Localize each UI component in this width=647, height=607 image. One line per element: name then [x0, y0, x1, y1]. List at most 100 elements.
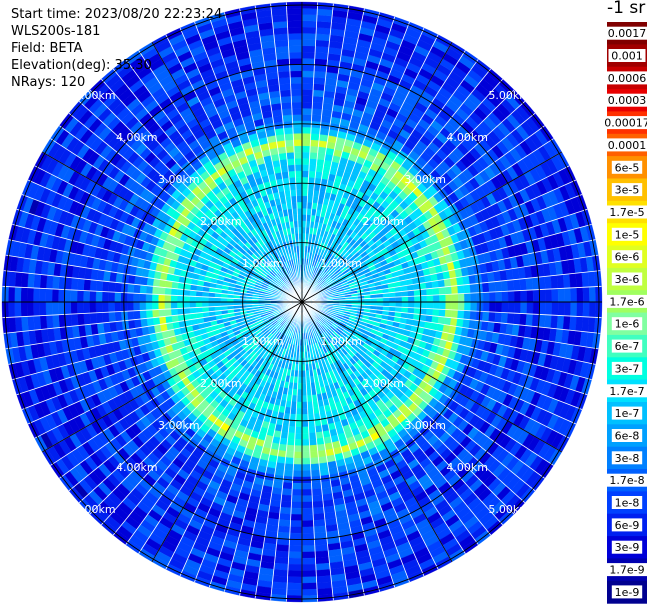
ray-separator [301, 112, 536, 303]
radar-gate [301, 108, 313, 115]
ray-separator [301, 125, 545, 303]
radar-gate [570, 301, 578, 317]
radar-gate [310, 127, 321, 135]
radar-gate [201, 296, 209, 303]
radar-gate [318, 134, 329, 142]
radar-gate [195, 301, 203, 308]
radar-gate [312, 513, 326, 521]
radar-gate [140, 276, 148, 286]
radar-gate [291, 489, 303, 496]
radar-gate [301, 164, 310, 172]
radar-gate [183, 295, 190, 303]
radar-gate [464, 301, 471, 311]
radar-gate [208, 301, 215, 308]
radar-gate [275, 544, 290, 552]
radar-gate [301, 482, 312, 490]
radar-gate [287, 563, 303, 571]
radar-gate [457, 301, 465, 311]
radar-gate [114, 282, 122, 293]
radar-gate [401, 301, 409, 308]
radar-gate [308, 164, 317, 172]
radar-gate [76, 290, 84, 303]
radar-gate [449, 277, 458, 287]
radar-gate [309, 451, 319, 459]
radar-gate [432, 308, 440, 317]
radar-gate [301, 532, 315, 540]
radar-gate [310, 133, 320, 141]
radar-gate [102, 280, 110, 293]
radar-gate [495, 291, 503, 303]
radar-gate [539, 289, 546, 303]
radar-gate [301, 51, 316, 59]
radar-gate [482, 301, 490, 312]
radar-gate [83, 312, 91, 326]
radar-gate [301, 464, 311, 471]
radar-gate [311, 108, 323, 116]
radar-gate [419, 308, 427, 316]
radar-gate [177, 288, 185, 296]
radar-gate [544, 275, 552, 290]
radar-gate [501, 301, 509, 313]
radar-gate [318, 456, 328, 464]
radar-gate [575, 316, 583, 332]
radar-gate [514, 301, 521, 314]
radar-gate [507, 301, 515, 314]
radar-gate [101, 301, 109, 313]
radar-gate [439, 301, 446, 310]
radar-gate [127, 283, 135, 294]
radar-gate [314, 550, 329, 559]
radar-gate [195, 296, 203, 303]
radar-gate [289, 413, 297, 421]
radar-gate [489, 301, 496, 313]
radar-gate [145, 285, 153, 295]
radar-gate [301, 520, 314, 528]
radar-gate [134, 275, 142, 286]
ray-separator [301, 78, 503, 303]
radar-gate [151, 294, 159, 303]
radar-gate [313, 77, 326, 85]
radar-gate [317, 146, 327, 155]
radar-gate [95, 291, 103, 303]
ray-separator [301, 5, 350, 303]
radar-gate [301, 101, 313, 109]
radar-gate [152, 278, 161, 288]
radar-gate [432, 301, 440, 310]
radar-gate [562, 273, 571, 289]
radar-gate [83, 301, 90, 314]
radar-gate [301, 588, 318, 596]
radar-gate [389, 301, 396, 308]
radar-gate [278, 443, 288, 452]
radar-gate [301, 407, 309, 415]
radar-gate [276, 456, 286, 464]
radar-gate [317, 449, 327, 458]
radar-gate [146, 277, 155, 287]
radar-gate [70, 289, 78, 303]
radar-gate [562, 315, 571, 331]
radar-gate [189, 295, 197, 303]
radar-gate [177, 308, 185, 316]
radar-gate [312, 89, 325, 98]
radar-gate [301, 401, 308, 409]
radar-gate [301, 14, 318, 22]
radar-gate [451, 293, 459, 303]
radar-gate [557, 301, 565, 316]
radar-gate [45, 275, 54, 290]
radar-gate [51, 288, 59, 303]
radar-gate [309, 444, 318, 452]
ray-separator [301, 89, 515, 303]
radar-gate [70, 301, 78, 315]
radar-gate [70, 277, 79, 291]
radar-gate [488, 281, 496, 293]
radar-gate [315, 562, 331, 571]
radar-gate [426, 301, 434, 310]
radar-gate [21, 316, 29, 332]
radar-gate [309, 438, 318, 446]
radar-gate [139, 310, 147, 320]
radar-gate [494, 280, 502, 293]
radar-gate [275, 550, 290, 559]
radar-gate [64, 301, 72, 315]
radar-gate [438, 309, 446, 318]
radar-gate [134, 318, 142, 329]
radar-gate [145, 293, 153, 303]
radar-gate [462, 275, 470, 286]
